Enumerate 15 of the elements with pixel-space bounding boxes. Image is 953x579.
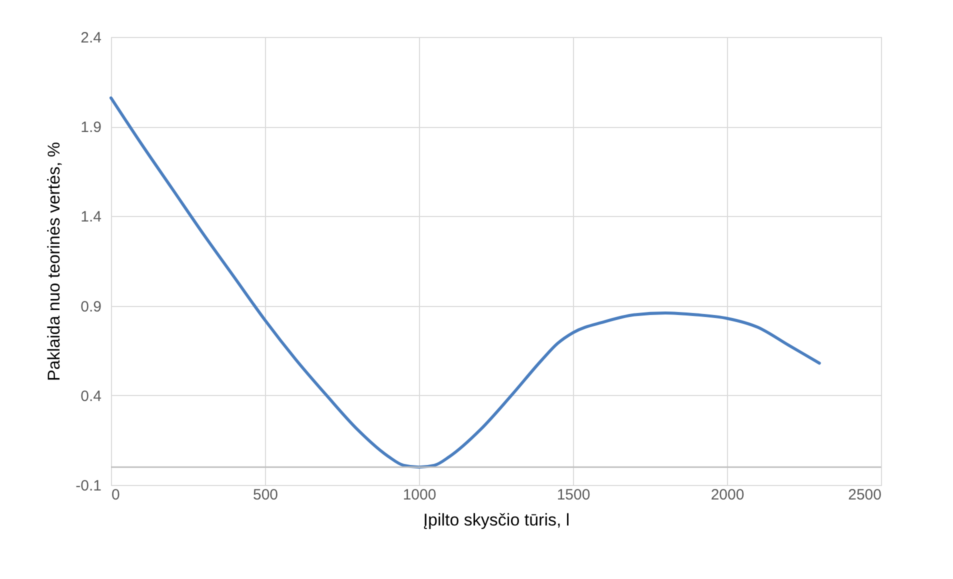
line-series bbox=[110, 96, 821, 469]
y-axis-title: Paklaida nuo teorinės vertės, % bbox=[44, 142, 64, 382]
y-tick-label: 0.4 bbox=[80, 388, 102, 405]
y-tick-label: 2.4 bbox=[80, 30, 102, 46]
y-tick-label: -0.1 bbox=[76, 478, 102, 494]
y-tick-label: 1.9 bbox=[80, 119, 102, 136]
x-axis-title: Įpilto skysčio tūris, l bbox=[423, 510, 570, 530]
x-tick-label: 2500 bbox=[848, 486, 882, 504]
y-tick-label: 1.4 bbox=[80, 208, 102, 226]
y-tick-label: 0.9 bbox=[80, 298, 102, 316]
x-tick-label: 2000 bbox=[710, 486, 744, 504]
x-tick-label: 1000 bbox=[402, 486, 436, 504]
x-tick-label: 1500 bbox=[556, 486, 590, 504]
x-tick-label: 0 bbox=[112, 486, 120, 504]
x-tick-label: 500 bbox=[252, 486, 278, 504]
